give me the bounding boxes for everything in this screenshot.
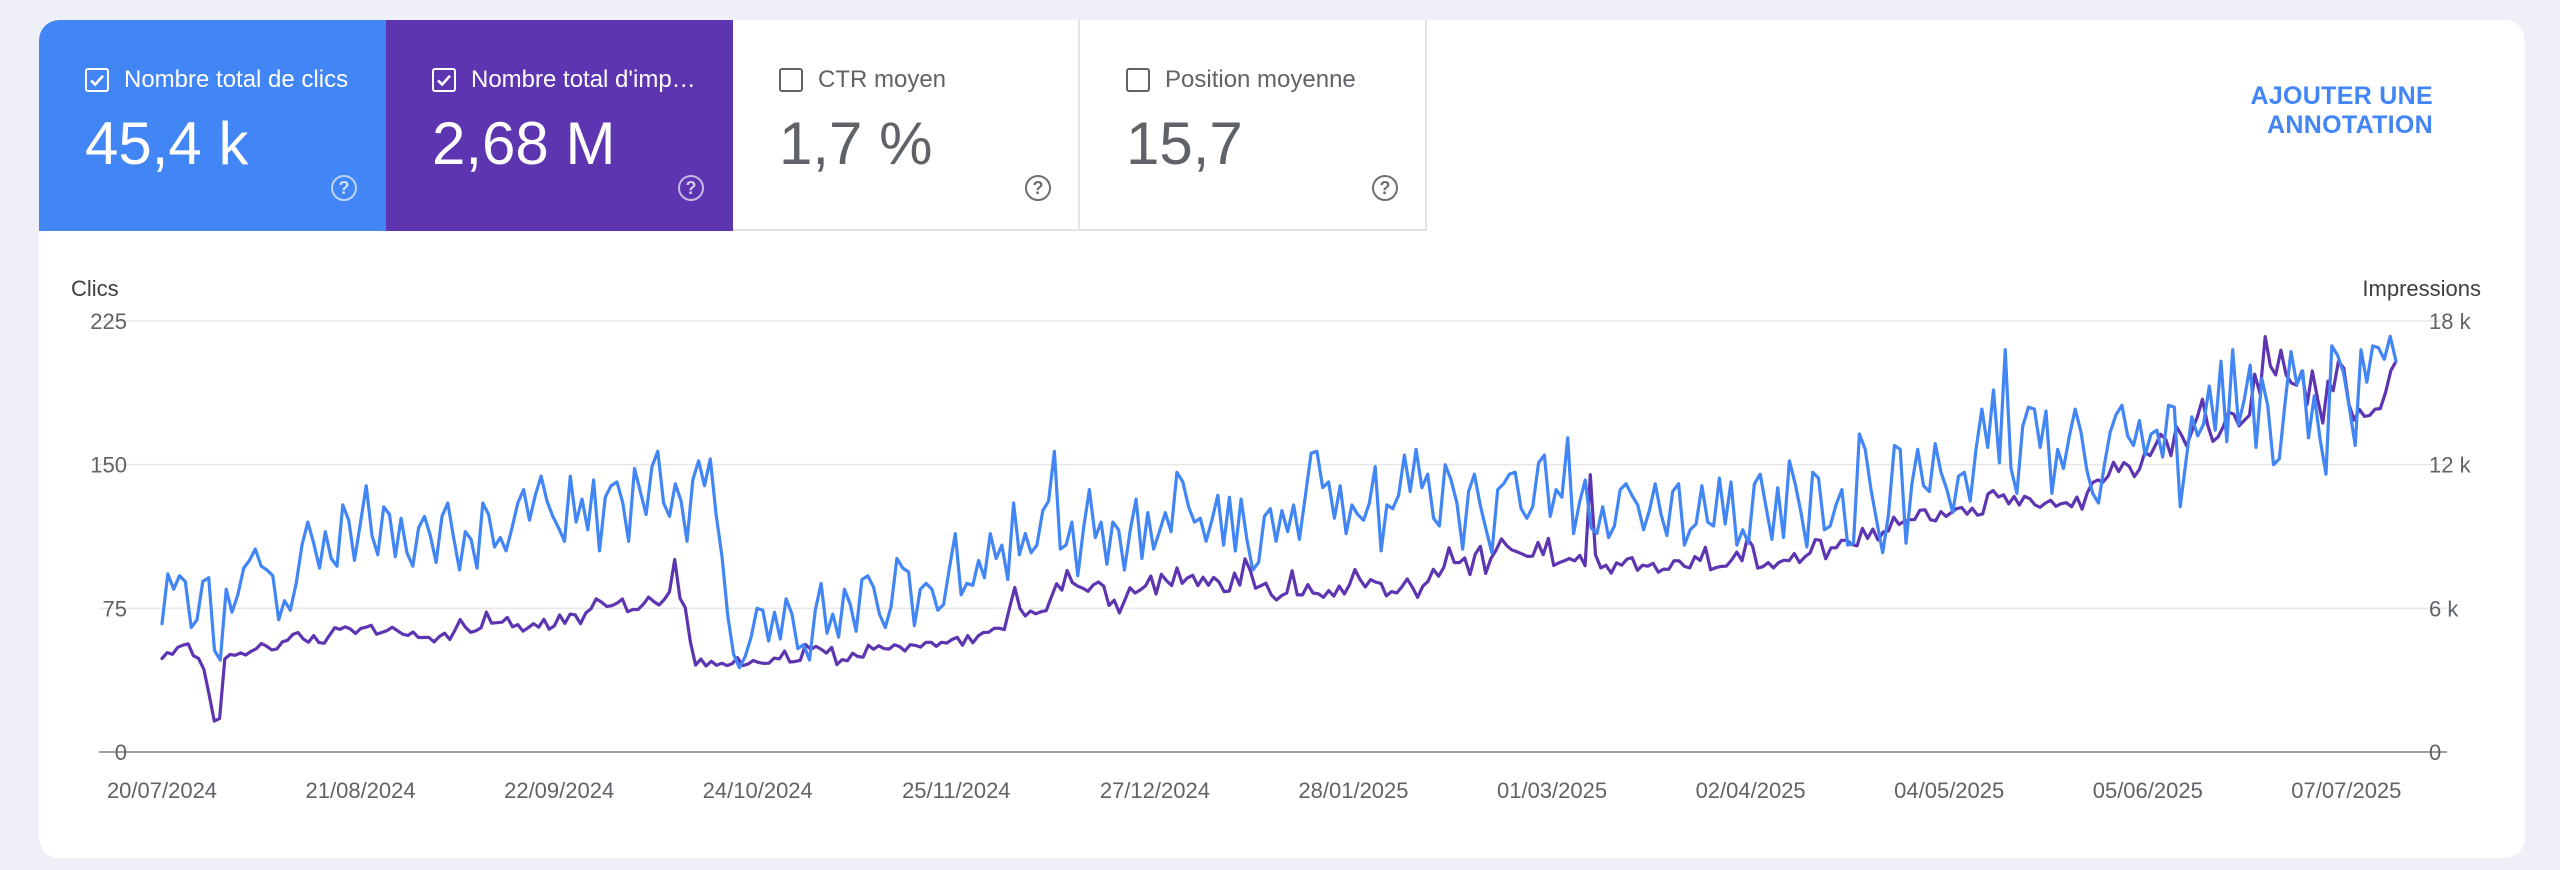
add-annotation-button[interactable]: AJOUTER UNE ANNOTATION bbox=[2250, 82, 2433, 139]
tab-value: 2,68 M bbox=[432, 110, 616, 177]
x-axis-tick-label: 04/05/2025 bbox=[1894, 778, 2004, 803]
left-axis-tick-label: 150 bbox=[90, 453, 127, 478]
x-axis-tick-label: 01/03/2025 bbox=[1497, 778, 1607, 803]
tab-total-impressions[interactable]: Nombre total d'impressions 2,68 M ? bbox=[386, 20, 733, 231]
help-icon[interactable]: ? bbox=[678, 175, 704, 201]
x-axis-tick-label: 22/09/2024 bbox=[504, 778, 614, 803]
left-axis-tick-label: 0 bbox=[115, 740, 127, 765]
left-axis-tick-label: 225 bbox=[90, 309, 127, 334]
tab-value: 1,7 % bbox=[779, 110, 933, 177]
checkbox-unchecked-icon[interactable] bbox=[1126, 68, 1150, 92]
right-axis-tick-label: 6 k bbox=[2429, 596, 2459, 621]
x-axis-tick-label: 20/07/2024 bbox=[107, 778, 217, 803]
tab-total-clicks[interactable]: Nombre total de clics 45,4 k ? bbox=[39, 20, 386, 231]
x-axis-tick-label: 05/06/2025 bbox=[2093, 778, 2203, 803]
x-axis-tick-label: 07/07/2025 bbox=[2291, 778, 2401, 803]
x-axis-tick-label: 02/04/2025 bbox=[1696, 778, 1806, 803]
right-axis-tick-label: 18 k bbox=[2429, 309, 2472, 334]
tab-value: 15,7 bbox=[1126, 110, 1243, 177]
x-axis-tick-label: 25/11/2024 bbox=[902, 778, 1010, 803]
x-axis-tick-label: 24/10/2024 bbox=[703, 778, 813, 803]
x-axis-tick-label: 27/12/2024 bbox=[1100, 778, 1210, 803]
right-axis-tick-label: 0 bbox=[2429, 740, 2441, 765]
checkbox-unchecked-icon[interactable] bbox=[779, 68, 803, 92]
checkbox-checked-icon[interactable] bbox=[85, 68, 109, 92]
x-axis-tick-label: 21/08/2024 bbox=[306, 778, 416, 803]
performance-chart: 0 0 75 6 k 150 12 k 225 18 k 20/07/2024 21/08/202… bbox=[90, 309, 2472, 803]
clicks-series-line bbox=[160, 334, 2398, 670]
right-axis-tick-label: 12 k bbox=[2429, 453, 2472, 478]
checkbox-checked-icon[interactable] bbox=[432, 68, 456, 92]
x-axis-tick-label: 28/01/2025 bbox=[1298, 778, 1408, 803]
left-axis-tick-label: 75 bbox=[103, 596, 127, 621]
metric-tabs: Nombre total de clics 45,4 k ? Nombre to… bbox=[39, 20, 1427, 231]
help-icon[interactable]: ? bbox=[331, 175, 357, 201]
tab-average-ctr[interactable]: CTR moyen 1,7 % ? bbox=[733, 20, 1080, 231]
tab-average-position[interactable]: Position moyenne 15,7 ? bbox=[1080, 20, 1427, 231]
right-axis-title: Impressions bbox=[2362, 276, 2481, 301]
help-icon[interactable]: ? bbox=[1025, 175, 1051, 201]
help-icon[interactable]: ? bbox=[1372, 175, 1398, 201]
impressions-series-line bbox=[160, 335, 2398, 723]
left-axis-title: Clics bbox=[71, 276, 119, 301]
performance-card: Nombre total de clics 45,4 k ? Nombre to… bbox=[39, 20, 2525, 858]
tab-value: 45,4 k bbox=[85, 110, 249, 177]
